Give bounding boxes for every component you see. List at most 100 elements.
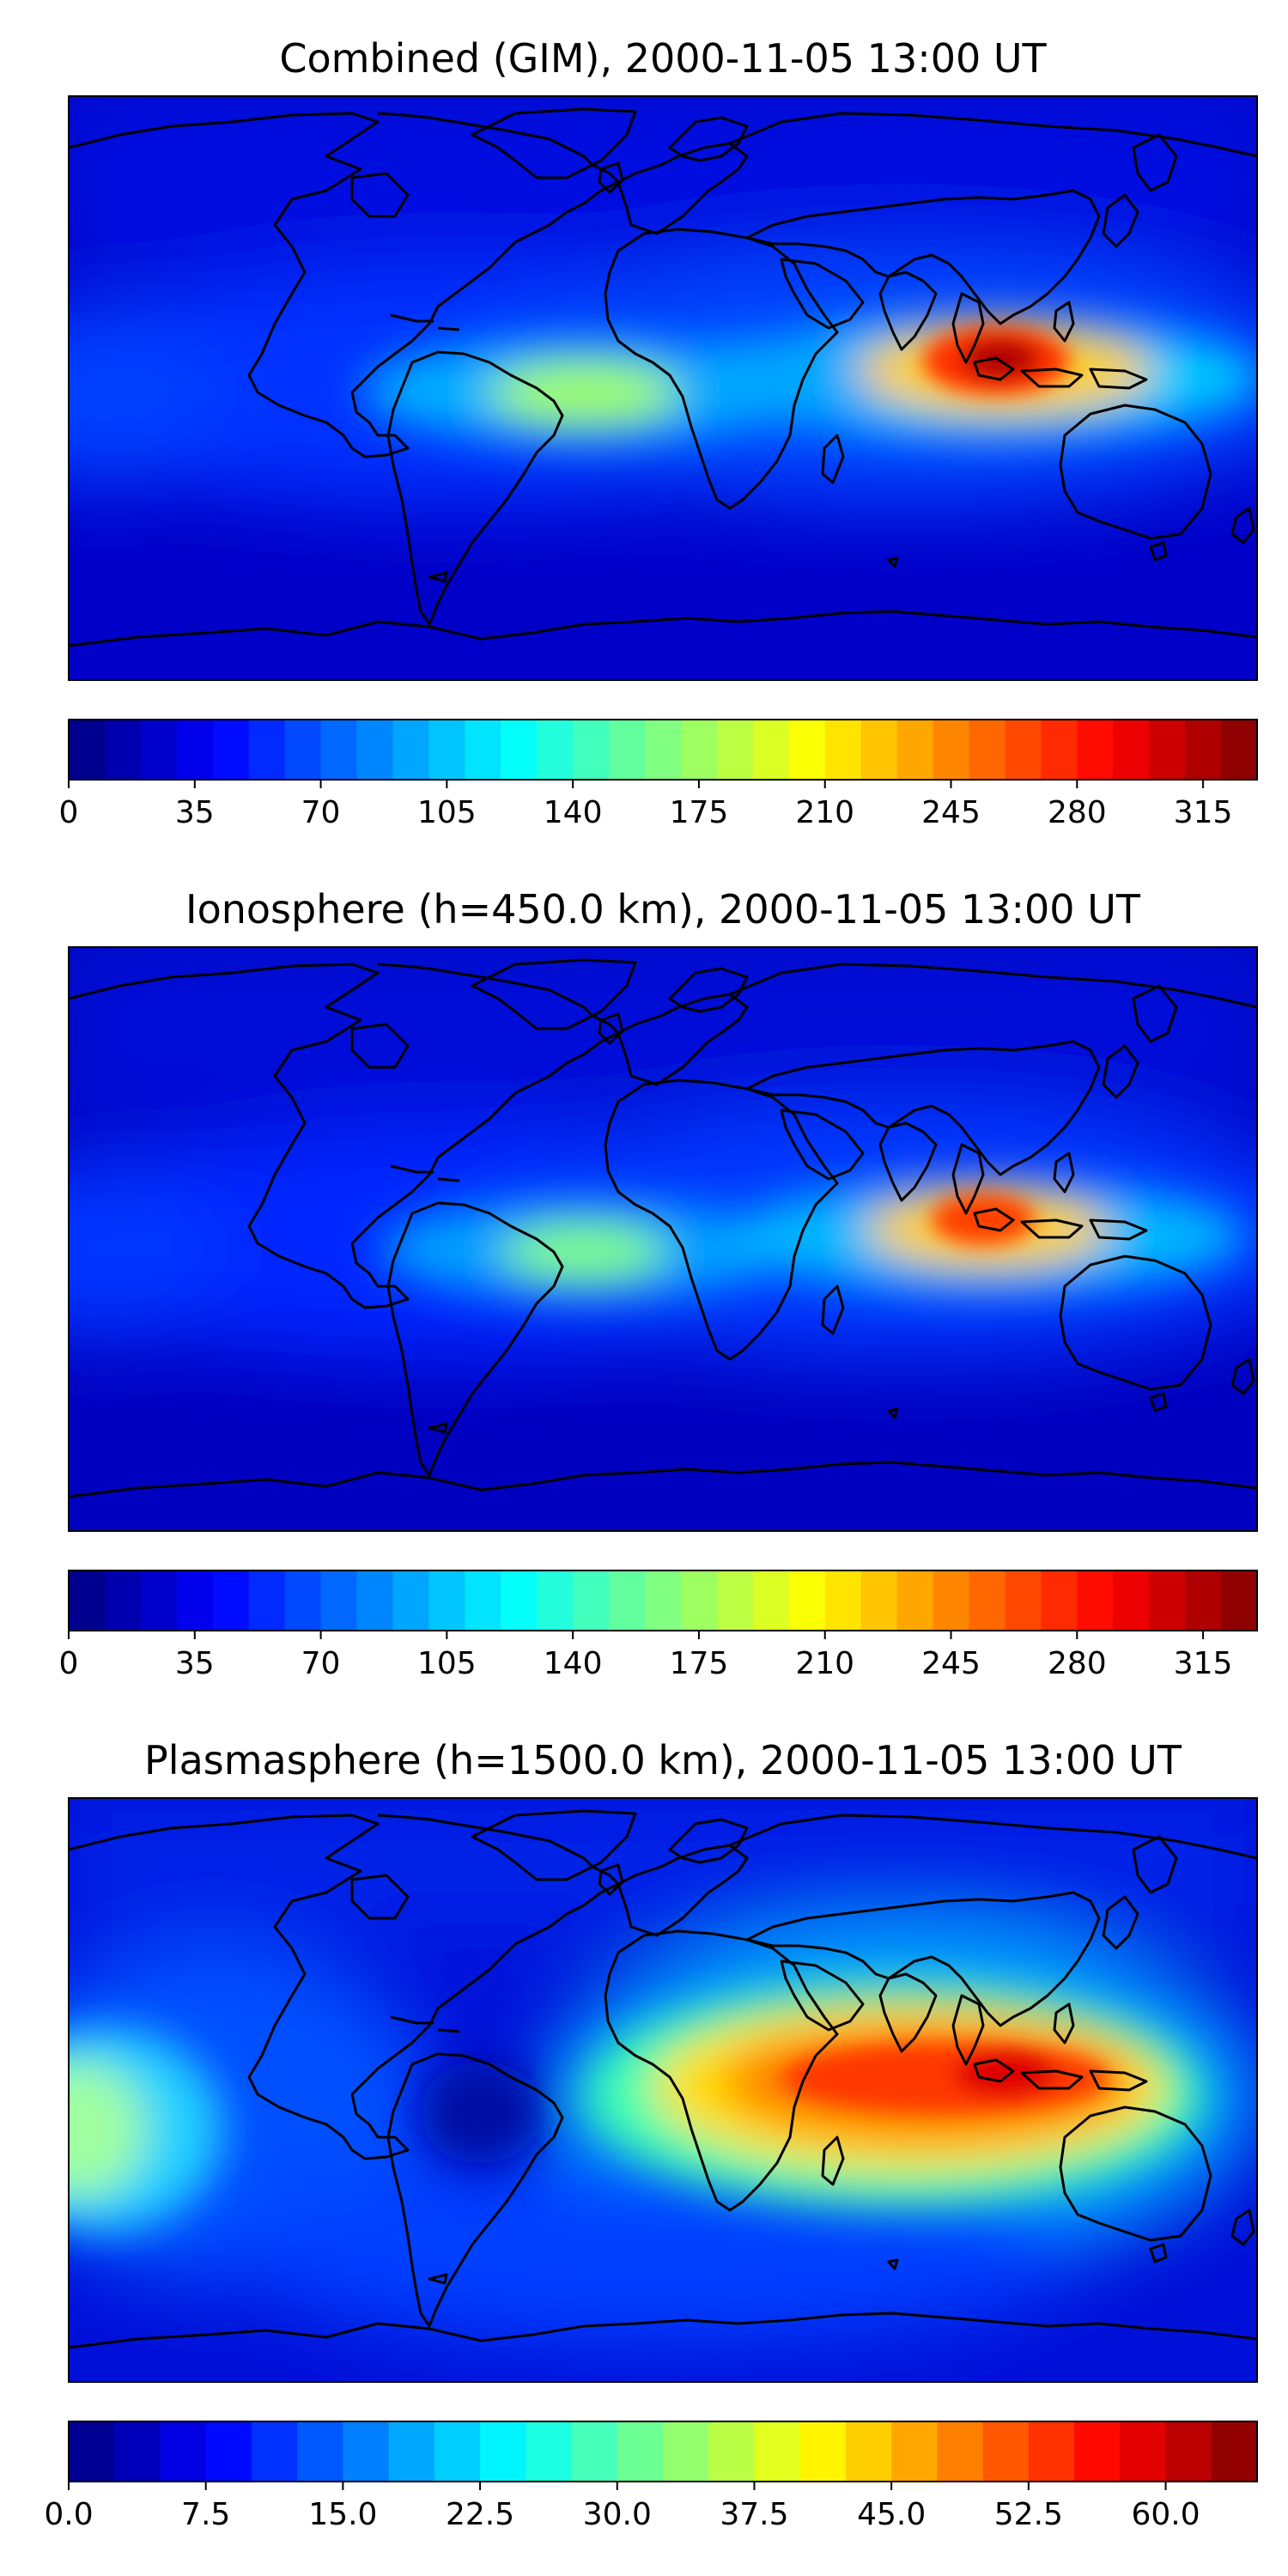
colorbar-swatch (537, 1571, 574, 1631)
colorbar-swatch (860, 1571, 898, 1631)
colorbar-swatch (645, 720, 682, 780)
colorbar-swatch (1005, 1571, 1042, 1631)
colorbar-plasmasphere: 0.0 7.5 15.0 22.5 30.0 37.5 45.0 52.5 60.0 (44, 2421, 1258, 2532)
colorbar-swatch (297, 2421, 343, 2482)
colorbar-tick-label: 30.0 (583, 2497, 652, 2532)
colorbar-swatch (1041, 1571, 1078, 1631)
colorbar-swatch (356, 720, 394, 780)
colorbar-tick-label: 45.0 (857, 2497, 926, 2532)
colorbar-swatch (69, 2421, 115, 2482)
map-field (69, 1798, 1257, 2382)
colorbar-swatch (356, 1571, 394, 1631)
colorbar-swatch (205, 2421, 252, 2482)
colorbar-swatch (501, 1571, 538, 1631)
colorbar-swatch (212, 1571, 250, 1631)
colorbar-tick-label: 175 (670, 795, 729, 830)
colorbar-swatch (537, 720, 574, 780)
colorbar-swatch (1185, 1571, 1222, 1631)
colorbar-tick-label: 315 (1174, 1646, 1233, 1681)
colorbar-swatch (617, 2421, 664, 2482)
colorbar-swatch (609, 720, 646, 780)
colorbar-swatch (434, 2421, 481, 2482)
colorbar-swatch (937, 2421, 984, 2482)
colorbar-swatch (708, 2421, 756, 2482)
colorbar-tick-label: 105 (417, 795, 477, 830)
colorbar-swatch (114, 2421, 161, 2482)
colorbar-tick-label: 35 (175, 1646, 215, 1681)
colorbar-swatch (860, 720, 898, 780)
colorbar-swatch (1074, 2421, 1121, 2482)
colorbar-swatch (248, 1571, 286, 1631)
colorbar-swatch (1005, 720, 1042, 780)
colorbar-swatch (1120, 2421, 1167, 2482)
colorbar-swatch (788, 720, 826, 780)
colorbar-swatch (680, 1571, 718, 1631)
colorbar-swatch (824, 720, 862, 780)
colorbar-swatch (388, 2421, 435, 2482)
colorbar-combined: 0 35 70 105 140 175 210 245 280 315 (59, 719, 1258, 830)
colorbar-swatch (752, 1571, 790, 1631)
colorbar-swatch (969, 1571, 1006, 1631)
colorbar-tick-label: 70 (301, 1646, 341, 1681)
colorbar-swatch (1113, 1571, 1150, 1631)
colorbar-tick-label: 70 (301, 795, 341, 830)
colorbar-swatch (160, 2421, 207, 2482)
colorbar-swatch (248, 720, 286, 780)
colorbar-tick-label: 245 (921, 795, 981, 830)
colorbar-frame (68, 719, 1258, 781)
colorbar-swatch (891, 2421, 938, 2482)
colorbar-tick-label: 22.5 (446, 2497, 514, 2532)
colorbar-swatch (428, 720, 465, 780)
colorbar-tick-label: 37.5 (720, 2497, 788, 2532)
colorbar-tick-label: 52.5 (994, 2497, 1063, 2532)
map-field (69, 947, 1257, 1531)
colorbar-swatch (392, 720, 429, 780)
colorbar-swatch (571, 2421, 618, 2482)
colorbar-swatch (896, 1571, 934, 1631)
colorbar-tick-label: 280 (1048, 795, 1107, 830)
panel-ionosphere: Ionosphere (h=450.0 km), 2000-11-05 13:0… (59, 886, 1258, 1681)
colorbar-swatch (104, 1571, 142, 1631)
colorbar-swatch (824, 1571, 862, 1631)
colorbar-frame (68, 1570, 1258, 1631)
colorbar-swatch (465, 720, 501, 780)
colorbar-swatch (680, 720, 718, 780)
colorbar-tick-label: 60.0 (1131, 2497, 1200, 2532)
colorbar-swatch (501, 720, 538, 780)
colorbar-ionosphere: 0 35 70 105 140 175 210 245 280 315 (59, 1570, 1258, 1681)
colorbar-frame (68, 2421, 1258, 2482)
colorbar-tick-label: 7.5 (181, 2497, 230, 2532)
colorbar-tick-label: 210 (795, 795, 854, 830)
colorbar-swatch (1221, 720, 1258, 780)
colorbar-tick-label: 105 (417, 1646, 477, 1681)
panel-title: Ionosphere (h=450.0 km), 2000-11-05 13:0… (185, 886, 1141, 933)
colorbar-swatch (896, 720, 934, 780)
colorbar-swatch (320, 1571, 358, 1631)
colorbar-swatch (1185, 720, 1222, 780)
colorbar-swatch (69, 720, 106, 780)
colorbar-tick-label: 140 (544, 795, 603, 830)
colorbar-swatch (343, 2421, 390, 2482)
colorbar-swatch (69, 1571, 106, 1631)
colorbar-tick-label: 0 (59, 1646, 79, 1681)
colorbar-tick-label: 210 (795, 1646, 854, 1681)
colorbar-tick-label: 280 (1048, 1646, 1107, 1681)
colorbar-tick-label: 315 (1174, 795, 1233, 830)
colorbar-swatch (1028, 2421, 1075, 2482)
colorbar-swatch (392, 1571, 429, 1631)
colorbar-swatch (320, 720, 358, 780)
colorbar-swatch (1113, 720, 1150, 780)
panel-title: Combined (GIM), 2000-11-05 13:00 UT (279, 35, 1047, 82)
colorbar-swatch (140, 1571, 178, 1631)
colorbar-swatch (799, 2421, 847, 2482)
colorbar-swatch (1149, 1571, 1186, 1631)
colorbar-swatch (752, 720, 790, 780)
colorbar-swatch (284, 1571, 322, 1631)
colorbar-swatch (1077, 1571, 1114, 1631)
colorbar-tick-label: 245 (921, 1646, 981, 1681)
colorbar-tick-label: 140 (544, 1646, 603, 1681)
colorbar-swatch (1211, 2421, 1258, 2482)
colorbar-swatch (176, 1571, 214, 1631)
panel-plasmasphere: Plasmasphere (h=1500.0 km), 2000-11-05 1… (44, 1737, 1258, 2532)
colorbar-tick-label: 0.0 (44, 2497, 93, 2532)
